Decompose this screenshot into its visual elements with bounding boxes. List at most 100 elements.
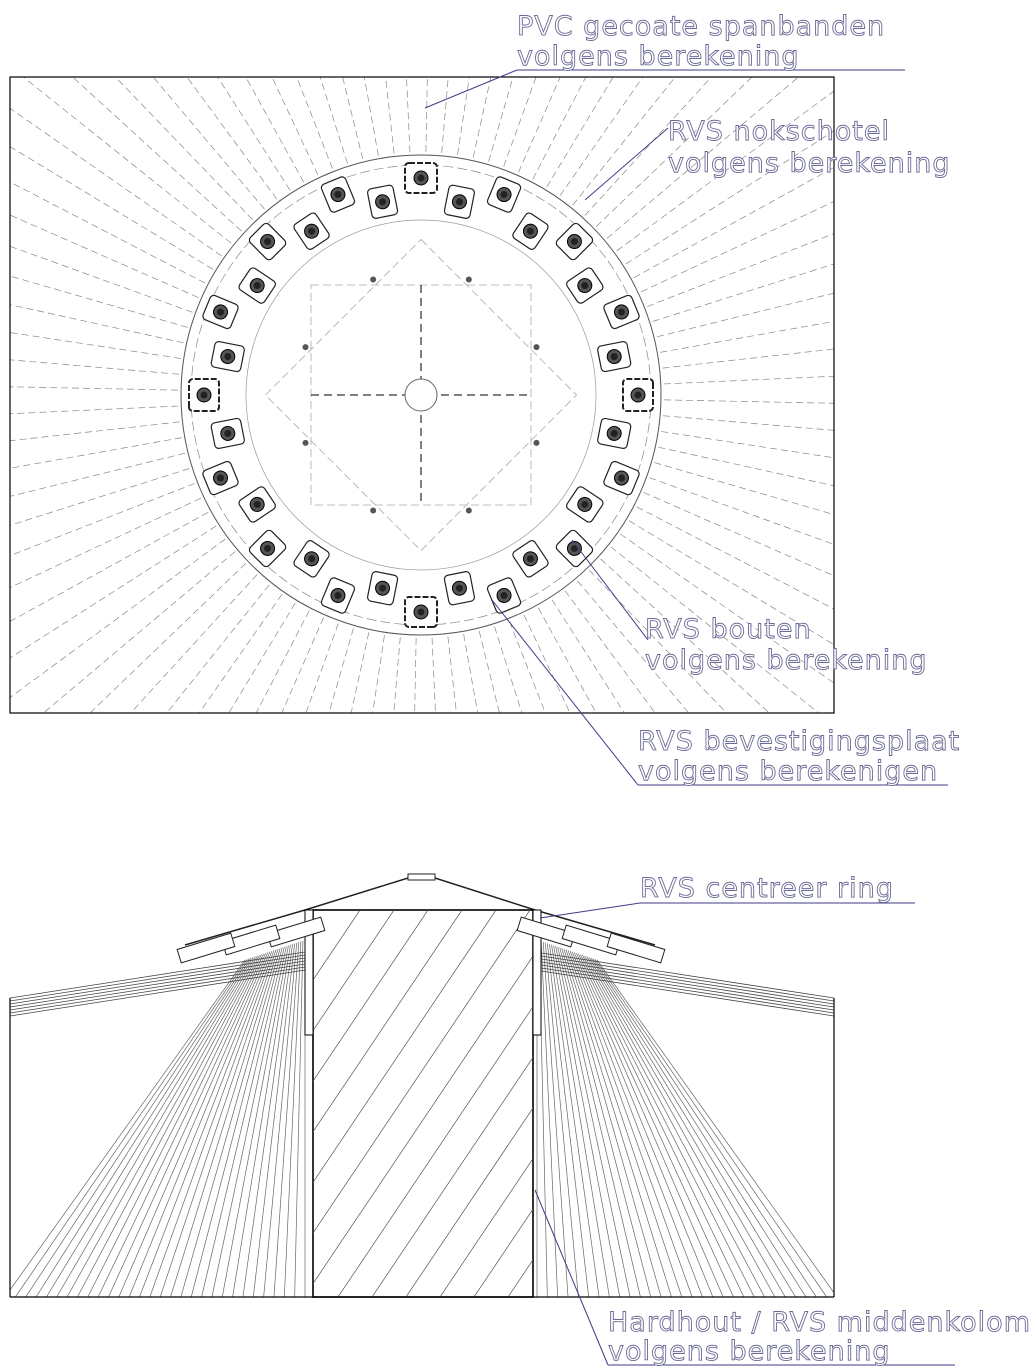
strap xyxy=(570,572,690,713)
bolt-head xyxy=(334,191,342,199)
hatch-line xyxy=(337,1006,533,1297)
leader xyxy=(424,69,518,109)
strap xyxy=(10,275,199,331)
fan xyxy=(10,940,834,1297)
strap xyxy=(624,167,834,284)
strap xyxy=(342,77,366,170)
strap xyxy=(545,590,625,713)
bolt-head xyxy=(610,353,618,361)
hatch-line xyxy=(313,910,531,1234)
fixing xyxy=(176,932,236,964)
bracket xyxy=(238,486,276,523)
strap xyxy=(10,181,216,289)
bolt-head xyxy=(379,198,387,206)
hatch-line xyxy=(313,910,429,1082)
bracket xyxy=(486,176,522,213)
strap xyxy=(152,77,272,218)
strap xyxy=(643,459,834,515)
section-view xyxy=(9,873,938,1298)
strap xyxy=(619,514,834,645)
strap xyxy=(646,292,834,340)
strap xyxy=(581,562,728,713)
bolt-head xyxy=(217,308,225,316)
label: RVS centreer ring xyxy=(640,873,894,904)
strap xyxy=(42,544,244,713)
strap xyxy=(130,566,265,713)
strap xyxy=(575,952,734,1297)
strap xyxy=(149,950,275,1297)
bolt-head xyxy=(570,238,578,246)
strap xyxy=(10,146,223,276)
bolt-head xyxy=(308,555,316,563)
bracket xyxy=(555,529,594,568)
strap xyxy=(77,955,260,1297)
strap xyxy=(190,947,283,1297)
label: volgens berekening xyxy=(608,1336,891,1367)
strap xyxy=(15,959,248,1297)
fixing xyxy=(606,932,666,964)
roof xyxy=(534,957,835,1005)
strap xyxy=(546,943,590,1297)
strap xyxy=(271,77,323,186)
bracket xyxy=(366,184,399,219)
strap xyxy=(652,375,834,385)
hatch-line xyxy=(371,1056,533,1297)
strap xyxy=(10,386,190,391)
bracket xyxy=(566,267,604,304)
strap xyxy=(159,949,277,1297)
bolt-head xyxy=(417,608,425,616)
plate-bolt xyxy=(302,344,309,351)
bracket xyxy=(210,340,245,373)
strap xyxy=(221,945,289,1297)
bolt-head xyxy=(224,353,232,361)
strap xyxy=(363,77,381,167)
strap xyxy=(569,950,703,1297)
bracket xyxy=(320,176,356,213)
strap xyxy=(10,435,193,469)
strap xyxy=(10,420,191,442)
strap xyxy=(551,944,610,1297)
bracket xyxy=(188,378,220,412)
strap xyxy=(558,581,656,713)
bracket xyxy=(597,417,632,450)
bolt-head xyxy=(264,238,272,246)
strap xyxy=(10,450,196,497)
strap xyxy=(217,77,297,200)
strap xyxy=(607,90,834,258)
hatch-line xyxy=(610,910,870,1297)
strap xyxy=(305,613,343,713)
strap xyxy=(10,405,190,415)
strap xyxy=(263,942,298,1297)
bracket xyxy=(603,460,640,496)
label: RVS bouten xyxy=(645,614,812,645)
strap xyxy=(580,954,755,1297)
bracket xyxy=(443,184,476,219)
hatch-line xyxy=(678,910,938,1297)
strap xyxy=(211,946,287,1297)
strap xyxy=(650,429,834,459)
strap xyxy=(592,551,770,713)
strap xyxy=(10,214,209,303)
strap xyxy=(577,77,712,224)
label: RVS bevestigingsplaat xyxy=(638,726,960,757)
bolt-head xyxy=(253,282,261,290)
bolt-head xyxy=(526,555,534,563)
bolt-head xyxy=(253,500,261,508)
strap xyxy=(636,233,834,311)
roof xyxy=(9,969,306,1017)
strap xyxy=(56,956,256,1297)
strap xyxy=(611,527,834,684)
bracket xyxy=(603,294,640,330)
hatch-line xyxy=(405,1107,533,1297)
strap xyxy=(499,77,537,177)
strap xyxy=(89,555,254,713)
strap xyxy=(573,952,724,1297)
bolt-head xyxy=(200,391,208,399)
roof xyxy=(9,963,306,1011)
plate-bolt xyxy=(465,507,472,514)
strap xyxy=(544,942,579,1297)
strap xyxy=(652,399,834,404)
strap xyxy=(440,77,449,164)
roof xyxy=(534,969,835,1017)
bracket xyxy=(512,212,549,250)
